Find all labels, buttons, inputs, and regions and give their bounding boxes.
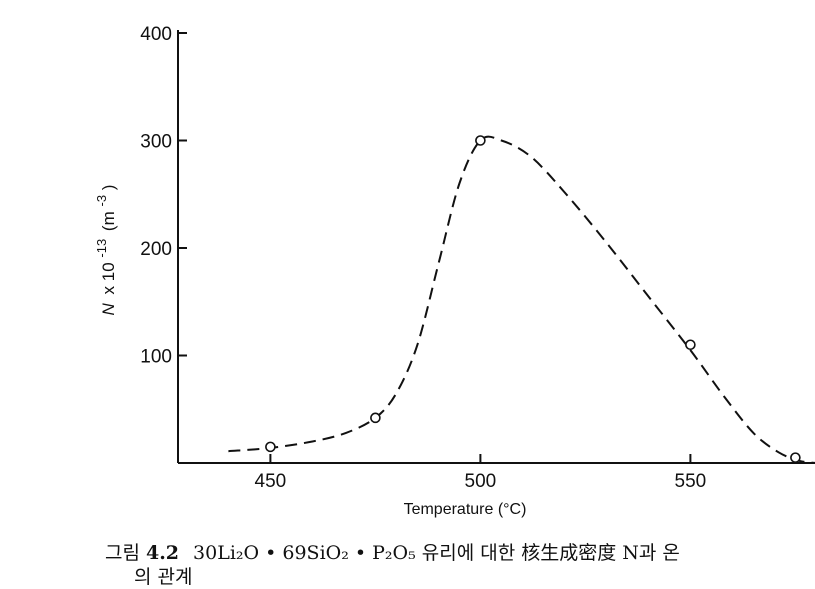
y-axis-title: N x 10 -13 (m -3 ) — [91, 185, 118, 316]
data-point — [265, 441, 276, 453]
y-axis-unit-exponent: -3 — [94, 195, 109, 207]
y-tick-label: 300 — [140, 132, 172, 153]
x-axis-title: Temperature (°C) — [404, 501, 527, 518]
y-axis-times: x 10 — [99, 262, 118, 294]
data-point — [370, 412, 381, 424]
y-tick-label: 200 — [140, 239, 172, 260]
data-point — [475, 135, 486, 146]
x-tick-label: 550 — [675, 471, 707, 492]
axes — [177, 30, 815, 464]
y-axis-unit-close: ) — [99, 185, 118, 191]
x-tick-label: 450 — [255, 471, 287, 492]
dashed-fit-line — [228, 135, 815, 464]
caption-text: 30Li₂O • 69SiO₂ • P₂O₅ 유리에 대한 核生成密度 N과 온 — [193, 542, 680, 564]
y-tick-label: 100 — [140, 347, 172, 368]
figure-caption-line2: 의 관계 — [134, 566, 193, 588]
x-ticks: 450 500 550 — [255, 454, 707, 492]
data-point — [790, 452, 801, 463]
caption-label: 그림 — [105, 542, 140, 564]
data-markers — [265, 135, 801, 463]
y-tick-label: 400 — [140, 24, 172, 45]
caption-number: 4.2 — [145, 542, 180, 564]
y-axis-exponent: -13 — [94, 239, 109, 258]
fitted-curve — [228, 135, 815, 464]
y-axis-symbol: N — [99, 302, 118, 315]
y-ticks: 100 200 300 400 — [140, 24, 187, 368]
figure-caption: 그림 4.2 30Li₂O • 69SiO₂ • P₂O₅ 유리에 대한 核生成密度… — [105, 538, 680, 565]
data-point — [685, 339, 696, 351]
y-axis-unit-open: (m — [99, 211, 118, 231]
x-tick-label: 500 — [465, 471, 497, 492]
